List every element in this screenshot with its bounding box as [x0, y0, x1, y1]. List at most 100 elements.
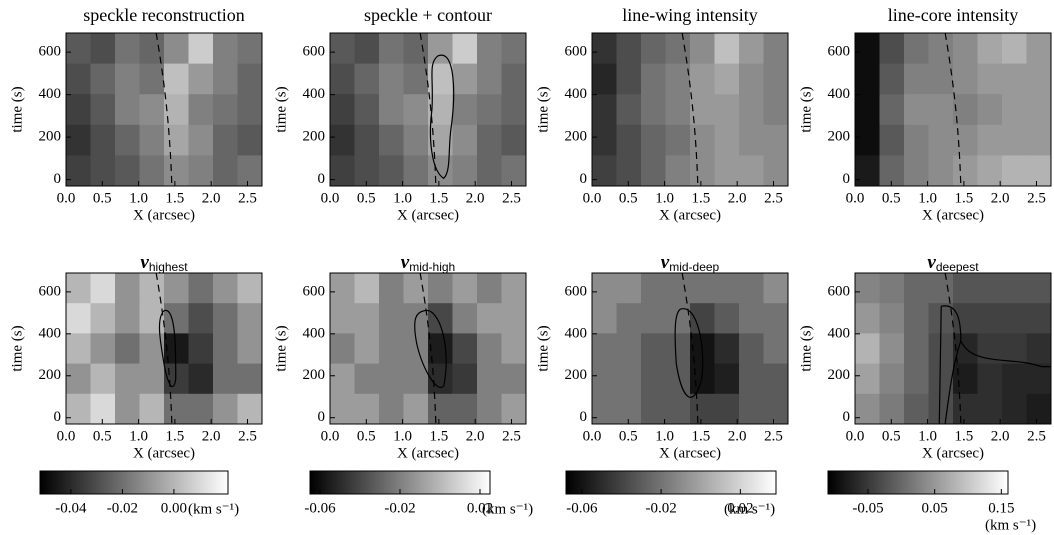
x-tick-label: 0.0: [321, 190, 340, 206]
heatmap-cell: [164, 303, 189, 334]
heatmap-cell: [953, 303, 978, 334]
heatmap-cell: [213, 333, 238, 365]
heatmap-cell: [115, 363, 140, 395]
heatmap-cell: [139, 155, 165, 187]
y-tick-label: 200: [828, 367, 851, 383]
heatmap-cell: [237, 63, 263, 95]
heatmap-cell: [354, 124, 380, 156]
heatmap-cell: [1026, 273, 1052, 304]
heatmap-cell: [237, 94, 263, 126]
heatmap-cell: [115, 393, 140, 425]
heatmap-cell: [977, 273, 1003, 304]
colorbar: [39, 470, 229, 495]
x-tick-label: 0.0: [57, 190, 76, 206]
heatmap-cell: [714, 273, 740, 304]
heatmap-cell: [616, 63, 642, 95]
heatmap-cell: [953, 393, 978, 425]
heatmap-cell: [690, 393, 715, 425]
x-tick-label: 1.5: [166, 190, 185, 206]
heatmap-cell: [1026, 63, 1052, 95]
heatmap-cell: [354, 33, 380, 65]
x-tick-label: 2.5: [1027, 190, 1046, 206]
heatmap-cell: [739, 303, 764, 334]
heatmap-cell: [213, 393, 238, 425]
heatmap-cell: [855, 155, 880, 187]
heatmap-cell: [928, 94, 954, 126]
heatmap-cell: [879, 333, 905, 365]
heatmap-cell: [714, 393, 740, 425]
x-tick-label: 0.5: [619, 190, 638, 206]
heatmap-cell: [188, 363, 214, 395]
heatmap-cell: [90, 33, 116, 65]
heatmap-cell: [379, 303, 404, 334]
heatmap-cell: [188, 273, 214, 304]
heatmap-cell: [115, 94, 140, 126]
heatmap-cell: [763, 33, 789, 65]
heatmap-cell: [90, 393, 116, 425]
heatmap-cell: [641, 124, 666, 156]
heatmap-cell: [641, 63, 666, 95]
x-tick-label: 1.5: [430, 190, 449, 206]
heatmap-cell: [501, 94, 527, 126]
x-tick-label: 0.5: [882, 428, 901, 444]
heatmap-cell: [139, 124, 165, 156]
x-tick-label: 2.0: [466, 190, 485, 206]
colorbar-tick-label: -0.06: [304, 500, 336, 516]
heatmap-cell: [477, 63, 502, 95]
panel-title: speckle reconstruction: [83, 5, 244, 25]
heatmap-cell: [354, 63, 380, 95]
y-tick-label: 200: [303, 129, 326, 145]
heatmap-cell: [164, 63, 189, 95]
heatmap-cell: [237, 273, 263, 304]
title-symbol: v: [927, 252, 936, 273]
x-axis-label: X (arcsec): [659, 445, 721, 461]
heatmap-cell: [139, 63, 165, 95]
y-tick-label: 0: [580, 171, 588, 187]
heatmap-cell: [330, 63, 355, 95]
heatmap-cell: [501, 33, 527, 65]
heatmap-cell: [641, 94, 666, 126]
panel-title: vhighest: [140, 252, 188, 274]
heatmap-cell: [213, 155, 238, 187]
heatmap-cell: [90, 155, 116, 187]
x-tick-label: 0.0: [846, 428, 865, 444]
heatmap-cell: [953, 363, 978, 395]
heatmap-cell: [1002, 63, 1027, 95]
heatmap-cell: [904, 63, 929, 95]
panel: 0.0 0.5 1.0 1.5 2.0 2.5 0 200 400 600 X (arcsec) ti…: [9, 5, 263, 223]
heatmap-cell: [66, 303, 91, 334]
heatmap-cell: [592, 363, 617, 395]
heatmap-cell: [237, 155, 263, 187]
y-tick-label: 0: [54, 171, 62, 187]
plot-frame: [591, 272, 789, 425]
x-tick-label: 1.0: [655, 190, 674, 206]
heatmap-cell: [928, 63, 954, 95]
heatmap-cell: [641, 393, 666, 425]
heatmap-cell: [763, 124, 789, 156]
heatmap-cell: [90, 333, 116, 365]
y-tick-label: 600: [565, 283, 588, 299]
heatmap-cell: [164, 124, 189, 156]
x-tick-label: 2.0: [728, 190, 747, 206]
heatmap-cell: [641, 33, 666, 65]
heatmap-cell: [428, 33, 453, 65]
heatmap-cell: [452, 393, 478, 425]
heatmap-cell: [616, 333, 642, 365]
x-tick-label: 1.0: [129, 428, 148, 444]
plot-frame: [329, 32, 527, 187]
heatmap-cell: [452, 33, 478, 65]
heatmap-cell: [1026, 124, 1052, 156]
heatmap-cell: [953, 33, 978, 65]
heatmap-cell: [855, 94, 880, 126]
heatmap-cell: [928, 124, 954, 156]
title-symbol: v: [140, 252, 149, 273]
heatmap-cell: [714, 333, 740, 365]
x-tick-label: 2.5: [764, 428, 783, 444]
x-tick-label: 2.0: [202, 428, 221, 444]
heatmap-cell: [592, 94, 617, 126]
heatmap-cell: [690, 63, 715, 95]
heatmap-cell: [330, 94, 355, 126]
x-tick-label: 1.0: [918, 428, 937, 444]
heatmap-cell: [1026, 94, 1052, 126]
y-tick-label: 200: [565, 367, 588, 383]
